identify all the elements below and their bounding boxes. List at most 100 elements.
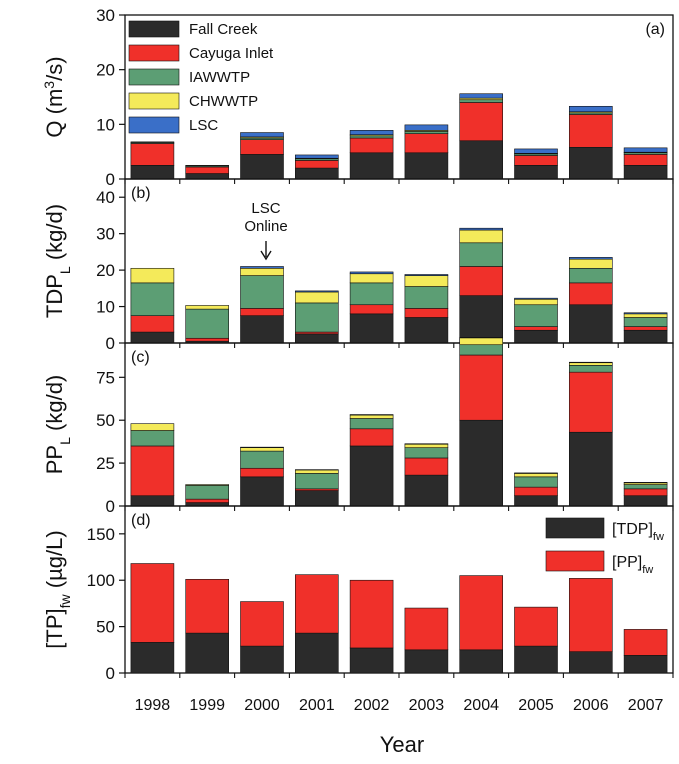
bar-segment-2003-2 — [404, 131, 449, 134]
bar-segment-2003-1 — [404, 457, 449, 476]
x-tick-label: 2000 — [244, 697, 280, 714]
bar-segment-1998-1 — [130, 563, 175, 643]
y-axis-title: [TP]fw (µg/L) — [42, 530, 73, 648]
bar-segment-2006-1 — [568, 282, 613, 306]
bar-segment-2002-4 — [349, 130, 394, 136]
bar-segment-2000-4 — [240, 266, 284, 269]
bar-segment-1999-1 — [185, 337, 229, 342]
bar-segment-2004-4 — [459, 93, 504, 99]
bar-segment-2006-4 — [568, 257, 613, 260]
bar-segment-1998-3 — [130, 423, 175, 431]
legend-label: Cayuga Inlet — [189, 45, 274, 62]
bar-segment-2000-0 — [240, 154, 284, 180]
x-tick-label: 1998 — [135, 697, 171, 714]
y-axis-title-main: TDP — [42, 274, 67, 318]
bar-segment-2007-4 — [623, 482, 668, 484]
y-axis-title-main: PP — [42, 445, 67, 474]
bar-segment-2002-1 — [349, 137, 394, 154]
bar-segment-1999-0 — [185, 173, 229, 180]
annotation-arrow-head — [260, 250, 272, 261]
y-tick-label: 0 — [106, 170, 115, 189]
x-tick-label: 2007 — [628, 697, 664, 714]
bar-segment-2003-0 — [404, 649, 449, 674]
y-tick-label: 10 — [96, 298, 115, 317]
y-tick-label: 75 — [96, 368, 115, 387]
y-axis-title-rest: (kg/d) — [42, 375, 67, 437]
bar-segment-1998-2 — [130, 430, 175, 447]
panel-label: (b) — [131, 185, 151, 202]
legend-label-sub: fw — [642, 564, 653, 576]
bar-segment-2001-3 — [294, 291, 339, 304]
bar-segment-2000-3 — [240, 267, 284, 276]
bar-segment-2003-1 — [404, 607, 449, 651]
bar-segment-2001-0 — [294, 490, 339, 507]
x-tick-label: 2001 — [299, 697, 335, 714]
legend-swatch — [128, 44, 180, 62]
bar-segment-2005-1 — [514, 486, 558, 497]
y-axis-title-main: Q (m — [42, 89, 67, 138]
bar-segment-2002-2 — [349, 418, 394, 430]
panel-label: (d) — [131, 512, 151, 529]
bar-segment-2007-0 — [623, 655, 668, 674]
bar-segment-1998-1 — [130, 143, 175, 166]
bar-segment-2007-4 — [623, 147, 668, 153]
y-axis-title-sup: 3 — [41, 81, 57, 89]
bar-segment-2005-2 — [514, 304, 558, 327]
bar-segment-2001-4 — [294, 290, 339, 293]
legend-label-sub: fw — [653, 531, 664, 543]
bar-segment-2003-1 — [404, 308, 449, 318]
bar-segment-1999-1 — [185, 498, 229, 503]
bar-segment-2006-0 — [568, 146, 613, 180]
y-axis-title-sub: fw — [57, 593, 73, 608]
bar-segment-2004-0 — [459, 140, 504, 180]
legend-label: [TDP]fw — [612, 521, 664, 543]
panel-label: (c) — [131, 349, 150, 366]
legend-label: Fall Creek — [189, 21, 258, 38]
bar-segment-2007-1 — [623, 629, 668, 656]
legend-swatch — [128, 92, 180, 110]
legend-label: [PP]fw — [612, 554, 653, 576]
bar-segment-2006-4 — [568, 105, 613, 113]
legend-label: LSC — [189, 117, 218, 134]
bar-segment-2005-0 — [514, 329, 558, 344]
x-tick-label: 2006 — [573, 697, 609, 714]
bar-segment-2002-4 — [349, 414, 394, 416]
bar-segment-2003-2 — [404, 286, 449, 309]
bar-segment-2007-1 — [623, 488, 668, 497]
bar-segment-2006-0 — [568, 651, 613, 674]
bar-segment-2004-2 — [459, 99, 504, 103]
y-axis-title: TDPL (kg/d) — [42, 204, 73, 318]
bar-segment-2002-1 — [349, 428, 394, 447]
bar-segment-2003-0 — [404, 474, 449, 507]
panel-4: 0 50 100 150 1998 1999 2000 2001 2002 2003 2004 200… — [42, 505, 674, 714]
bar-segment-2006-1 — [568, 371, 613, 433]
bar-segment-2006-2 — [568, 267, 613, 284]
bar-segment-1998-0 — [130, 495, 175, 507]
bar-segment-1999-3 — [185, 165, 229, 167]
x-tick-label: 2002 — [354, 697, 390, 714]
legend-label-main: [PP] — [612, 554, 642, 571]
legend-label: IAWWTP — [189, 69, 250, 86]
bar-segment-2002-4 — [349, 271, 394, 275]
bar-segment-2000-1 — [240, 467, 284, 478]
x-tick-label: 1999 — [189, 697, 225, 714]
bar-segment-2003-4 — [404, 274, 449, 276]
bar-segment-2004-1 — [459, 354, 504, 421]
y-axis-title-rest: (kg/d) — [42, 204, 67, 266]
bar-segment-2002-2 — [349, 135, 394, 139]
y-tick-label: 0 — [106, 664, 115, 683]
bar-segment-2006-4 — [568, 361, 613, 364]
bar-segment-1999-0 — [185, 632, 229, 674]
bar-segment-2007-0 — [623, 329, 668, 344]
bar-segment-2004-4 — [459, 227, 504, 231]
bar-segment-2005-0 — [514, 495, 558, 507]
bar-segment-1998-0 — [130, 642, 175, 674]
y-axis-title-main: [TP] — [42, 608, 67, 648]
bar-segment-2006-3 — [568, 362, 613, 366]
bar-segment-2000-3 — [240, 447, 284, 452]
bar-segment-2007-3 — [623, 313, 668, 318]
y-axis-title-sub: L — [57, 437, 73, 445]
bar-segment-2003-2 — [404, 447, 449, 459]
